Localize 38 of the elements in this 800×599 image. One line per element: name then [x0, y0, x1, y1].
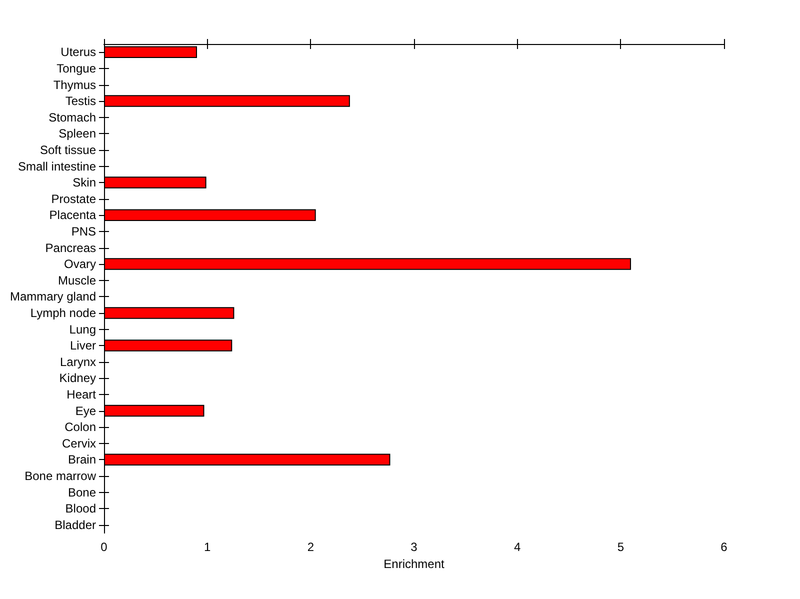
y-tick-label: Small intestine: [18, 159, 96, 174]
y-tick-label: Tongue: [56, 61, 96, 76]
y-tick-label: Uterus: [60, 45, 96, 60]
y-tick-label: Lung: [69, 322, 96, 336]
y-tick-label: Lymph node: [30, 306, 96, 320]
y-tick-label: Eye: [75, 404, 96, 418]
y-tick-label: Prostate: [51, 192, 96, 206]
y-tick-label: Mammary gland: [10, 290, 96, 304]
y-tick-label: Testis: [65, 94, 96, 108]
y-tick-label: Cervix: [62, 436, 96, 450]
x-tick-label: 3: [410, 540, 418, 554]
y-tick-label: Muscle: [58, 273, 96, 288]
y-tick-label: Thymus: [53, 78, 96, 92]
y-tick-label: Colon: [64, 420, 96, 434]
y-tick-label: Heart: [66, 387, 97, 402]
y-tick-label: Ovary: [64, 257, 96, 272]
x-axis-title: Enrichment: [384, 556, 446, 571]
x-tick-label: 6: [720, 540, 728, 554]
y-tick-label: Placenta: [49, 208, 96, 222]
y-tick-label: Larynx: [60, 354, 96, 369]
y-tick-label: Brain: [68, 452, 96, 467]
y-tick-label: Bladder: [54, 518, 96, 532]
y-tick-label: Soft tissue: [40, 142, 96, 157]
y-tick-label: Bone marrow: [24, 468, 96, 483]
y-tick-label: Pancreas: [45, 240, 96, 255]
y-tick-label: Kidney: [59, 371, 96, 386]
y-tick-label: Bone: [68, 485, 96, 500]
y-tick-label: Spleen: [58, 126, 96, 141]
x-tick-label: 1: [204, 540, 211, 554]
x-tick-label: 4: [514, 540, 521, 554]
y-tick-label: Blood: [65, 502, 96, 516]
x-tick-label: 5: [617, 540, 624, 554]
y-tick-label: Liver: [70, 338, 96, 353]
x-tick-label: 2: [307, 540, 314, 554]
y-tick-label: PNS: [71, 224, 96, 238]
x-tick-label: 0: [100, 540, 108, 554]
y-tick-label: Skin: [72, 176, 96, 190]
y-tick-label: Stomach: [48, 110, 96, 124]
